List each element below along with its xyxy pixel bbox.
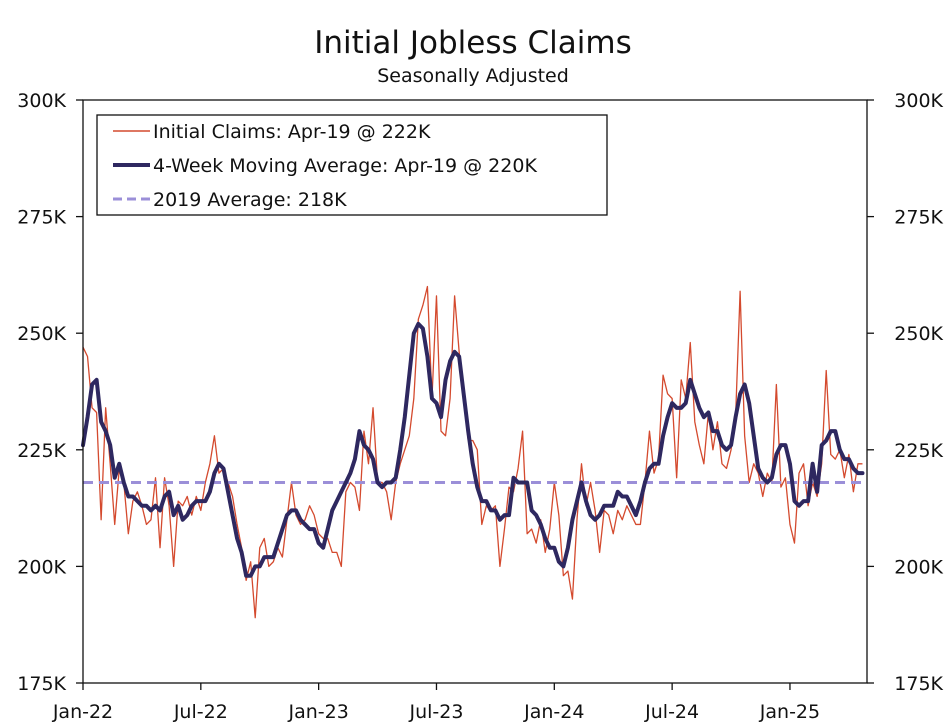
x-tick-label-1: Jul-22 bbox=[173, 701, 228, 723]
legend-label-2019-average: 2019 Average: 218K bbox=[153, 189, 347, 211]
legend-label-initial-claims: Initial Claims: Apr-19 @ 222K bbox=[153, 121, 431, 143]
y-tick-label-left-175: 175K bbox=[17, 673, 66, 695]
y-tick-label-left-250: 250K bbox=[17, 323, 66, 345]
y-tick-label-right-300: 300K bbox=[894, 90, 943, 112]
series-line-moving-average bbox=[81, 321, 865, 578]
y-tick-label-left-225: 225K bbox=[17, 440, 66, 462]
chart-title: Initial Jobless Claims bbox=[314, 25, 631, 61]
y-tick-label-right-225: 225K bbox=[894, 440, 943, 462]
x-tick-label-2: Jan-23 bbox=[287, 701, 348, 723]
x-tick-label-3: Jul-23 bbox=[408, 701, 463, 723]
chart-subtitle: Seasonally Adjusted bbox=[377, 65, 569, 87]
x-tick-label-5: Jul-24 bbox=[644, 701, 699, 723]
y-tick-label-right-200: 200K bbox=[894, 556, 943, 578]
y-tick-label-right-250: 250K bbox=[894, 323, 943, 345]
legend-label-moving-average: 4-Week Moving Average: Apr-19 @ 220K bbox=[153, 155, 537, 177]
legend: Initial Claims: Apr-19 @ 222K 4-Week Mov… bbox=[96, 114, 608, 216]
y-tick-label-right-275: 275K bbox=[894, 207, 943, 229]
x-tick-label-6: Jan-25 bbox=[759, 701, 820, 723]
plot-frame bbox=[82, 99, 868, 684]
x-tick-label-0: Jan-22 bbox=[52, 701, 113, 723]
legend-box bbox=[96, 114, 608, 216]
y-tick-label-left-275: 275K bbox=[17, 207, 66, 229]
x-tick-label-4: Jan-24 bbox=[523, 701, 584, 723]
y-tick-label-left-200: 200K bbox=[17, 556, 66, 578]
y-tick-label-right-175: 175K bbox=[894, 673, 943, 695]
y-tick-label-left-300: 300K bbox=[17, 90, 66, 112]
